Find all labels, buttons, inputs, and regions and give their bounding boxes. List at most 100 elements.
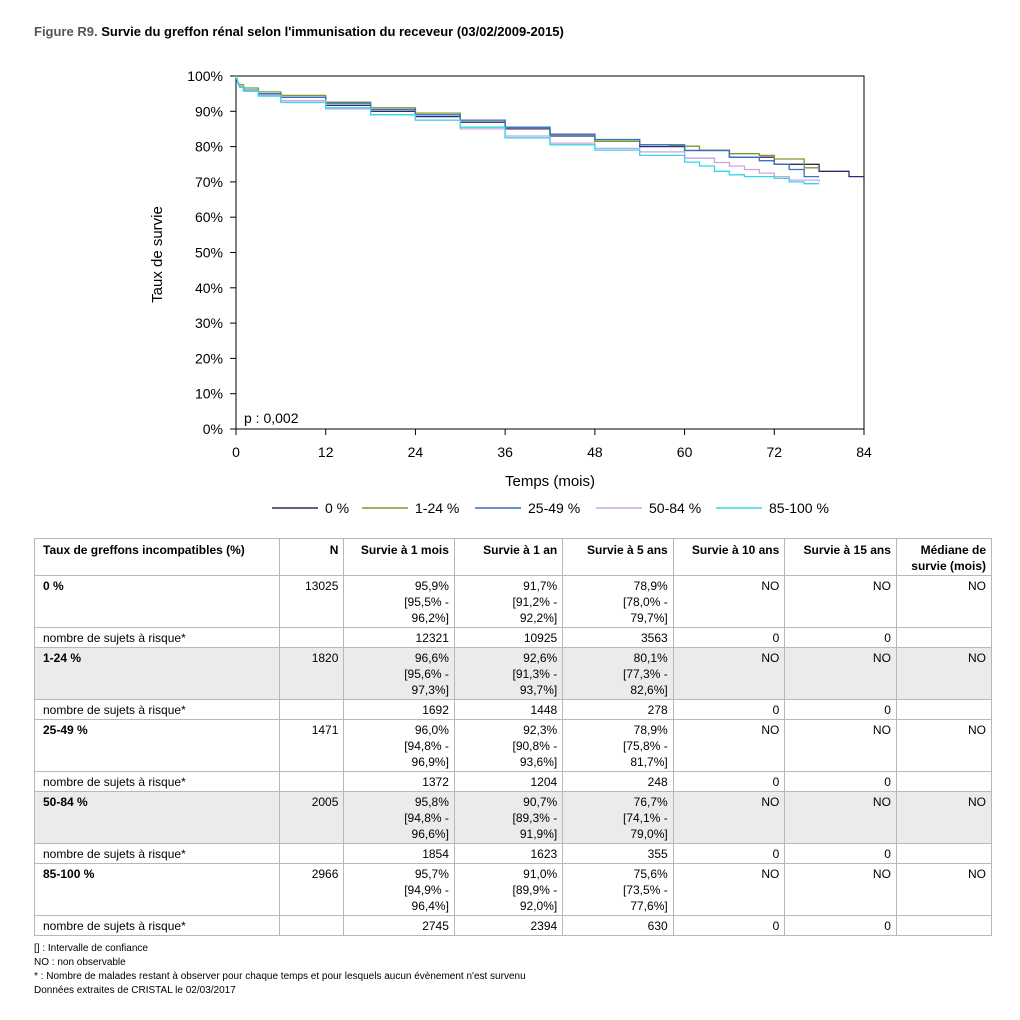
- x-tick-label: 36: [497, 444, 513, 460]
- group-label: 50-84 %: [33, 791, 281, 844]
- risk-count: 0: [672, 915, 786, 936]
- risk-count: 1204: [453, 771, 564, 792]
- risk-count: 2745: [343, 915, 455, 936]
- header-survival-1-year: Survie à 1 an: [453, 538, 564, 576]
- survival-cell: 91,0% [89,9% - 92,0%]: [453, 863, 564, 916]
- survival-value: 79,0%]: [630, 827, 668, 841]
- survival-cell: 91,7% [91,2% - 92,2%]: [453, 575, 564, 628]
- y-tick-label: 40%: [195, 280, 223, 296]
- risk-empty: [279, 843, 345, 864]
- survival-value: [89,3% -: [512, 811, 558, 825]
- survival-value: [90,8% -: [512, 739, 558, 753]
- figure-number: Figure R9.: [34, 24, 98, 39]
- survival-value: 93,7%]: [519, 683, 558, 697]
- risk-empty: [895, 627, 993, 648]
- risk-row: nombre de sujets à risque* 12321 10925 3563…: [33, 627, 993, 648]
- risk-count: 0: [784, 843, 897, 864]
- survival-value: 96,2%]: [411, 611, 449, 625]
- survival-value: 92,6%: [523, 651, 558, 665]
- survival-value: 92,3%: [523, 723, 558, 737]
- x-tick-label: 24: [408, 444, 424, 460]
- survival-value: [75,8% -: [623, 739, 668, 753]
- y-tick-label: 60%: [195, 209, 223, 225]
- survival-value: 96,6%]: [411, 827, 449, 841]
- survival-value: 78,9%: [633, 723, 668, 737]
- header-median-survival: Médiane de survie (mois): [895, 538, 993, 576]
- x-tick-label: 0: [232, 444, 240, 460]
- survival-value: [94,8% -: [404, 811, 449, 825]
- survival-value: 96,9%]: [411, 755, 449, 769]
- risk-empty: [279, 699, 345, 720]
- survival-value: 92,2%]: [519, 611, 558, 625]
- header-survival-10-years: Survie à 10 ans: [672, 538, 786, 576]
- survival-cell: 76,7% [74,1% - 79,0%]: [562, 791, 674, 844]
- survival-value: 79,7%]: [630, 611, 668, 625]
- survival-value: 91,9%]: [519, 827, 558, 841]
- risk-count: 0: [672, 699, 786, 720]
- survival-value: [94,8% -: [404, 739, 449, 753]
- y-tick-label: 30%: [195, 315, 223, 331]
- risk-label: nombre de sujets à risque*: [33, 843, 281, 864]
- header-n: N: [279, 538, 345, 576]
- risk-row: nombre de sujets à risque* 1372 1204 248 0 0: [33, 771, 993, 792]
- median-survival: NO: [895, 719, 993, 772]
- survival-value: [95,6% -: [404, 667, 449, 681]
- survival-table: Taux de greffons incompatibles (%) N Sur…: [33, 538, 993, 936]
- figure-title: Figure R9. Survie du greffon rénal selon…: [34, 24, 564, 39]
- survival-value: [74,1% -: [623, 811, 668, 825]
- survival-10y: NO: [672, 575, 786, 628]
- footnote-no: NO : non observable: [34, 957, 126, 968]
- series-line: [235, 75, 820, 178]
- legend-label: 85-100 %: [769, 500, 829, 516]
- survival-cell: 95,8% [94,8% - 96,6%]: [343, 791, 455, 844]
- survival-value: 95,8%: [414, 795, 449, 809]
- survival-cell: 78,9% [75,8% - 81,7%]: [562, 719, 674, 772]
- legend-label: 1-24 %: [415, 500, 459, 516]
- survival-cell: 80,1% [77,3% - 82,6%]: [562, 647, 674, 700]
- header-survival-15-years: Survie à 15 ans: [784, 538, 897, 576]
- risk-count: 0: [784, 627, 897, 648]
- survival-value: 92,0%]: [519, 899, 558, 913]
- group-n: 1820: [279, 647, 345, 700]
- group-label: 1-24 %: [33, 647, 281, 700]
- survival-value: [94,9% -: [404, 883, 449, 897]
- survival-value: 90,7%: [523, 795, 558, 809]
- footnote-source: Données extraites de CRISTAL le 02/03/20…: [34, 985, 236, 996]
- group-n: 2966: [279, 863, 345, 916]
- survival-value: [77,3% -: [623, 667, 668, 681]
- risk-empty: [895, 771, 993, 792]
- risk-count: 0: [784, 771, 897, 792]
- survival-15y: NO: [784, 719, 897, 772]
- risk-count: 1854: [343, 843, 455, 864]
- survival-value: 97,3%]: [411, 683, 449, 697]
- survival-value: 93,6%]: [519, 755, 558, 769]
- x-tick-label: 12: [318, 444, 334, 460]
- survival-value: 95,9%: [414, 579, 449, 593]
- header-group: Taux de greffons incompatibles (%): [33, 538, 281, 576]
- risk-count: 1372: [343, 771, 455, 792]
- survival-value: 78,9%: [633, 579, 668, 593]
- risk-count: 0: [672, 627, 786, 648]
- group-n: 1471: [279, 719, 345, 772]
- group-n: 2005: [279, 791, 345, 844]
- survival-cell: 75,6% [73,5% - 77,6%]: [562, 863, 674, 916]
- median-survival: NO: [895, 791, 993, 844]
- footnote-ci: [] : Intervalle de confiance: [34, 943, 148, 954]
- survival-value: 82,6%]: [630, 683, 668, 697]
- median-survival: NO: [895, 575, 993, 628]
- survival-15y: NO: [784, 647, 897, 700]
- survival-10y: NO: [672, 863, 786, 916]
- survival-15y: NO: [784, 863, 897, 916]
- survival-cell: 92,6% [91,3% - 93,7%]: [453, 647, 564, 700]
- legend-label: 50-84 %: [649, 500, 701, 516]
- y-tick-label: 90%: [195, 103, 223, 119]
- risk-count: 12321: [343, 627, 455, 648]
- legend-label: 25-49 %: [528, 500, 580, 516]
- risk-empty: [279, 627, 345, 648]
- risk-count: 1448: [453, 699, 564, 720]
- survival-value: [78,0% -: [623, 595, 668, 609]
- risk-count: 355: [562, 843, 674, 864]
- median-survival: NO: [895, 863, 993, 916]
- legend-label: 0 %: [325, 500, 349, 516]
- risk-count: 10925: [453, 627, 564, 648]
